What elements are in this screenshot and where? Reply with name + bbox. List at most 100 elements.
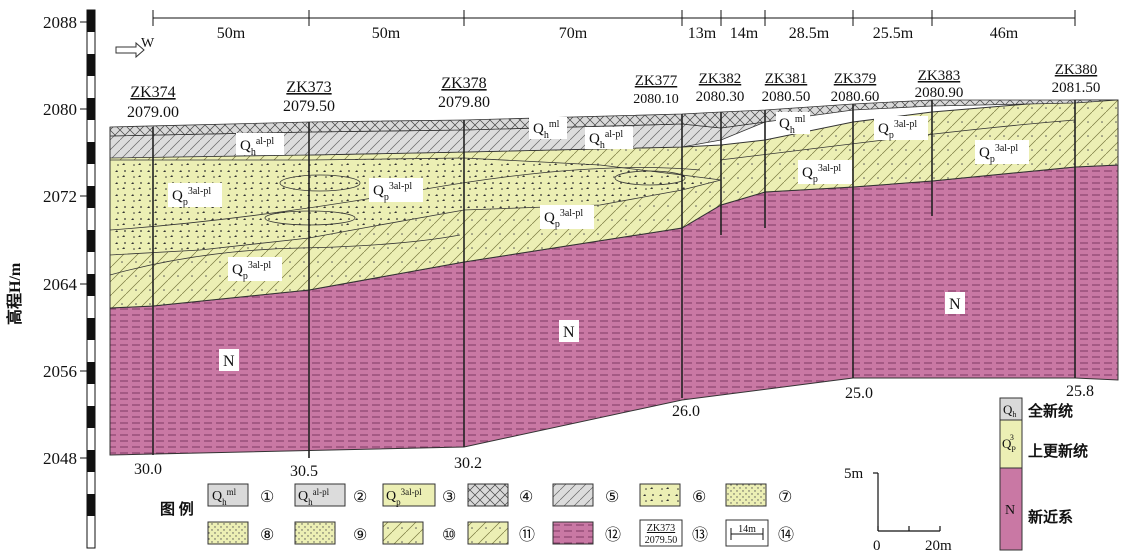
- label-qp3-2: Qp3al-pl: [369, 178, 423, 203]
- borehole-elevation: 2079.50: [283, 98, 335, 115]
- y-tick-2056: 2056: [43, 362, 77, 381]
- borehole-depth: 30.5: [290, 463, 318, 480]
- label-n-2: N: [559, 320, 579, 342]
- strat-key: Qh 全新统 QP3 上更新统 N 新近系: [999, 397, 1088, 551]
- svg-text:N: N: [223, 353, 235, 370]
- borehole-id: ZK381: [765, 71, 808, 87]
- legend: 图 例 Qhml ① Qhal-pl ② Qp3al-pl ③ ④ ⑤ ⑥: [160, 483, 794, 547]
- svg-text:Qp3al-pl: Qp3al-pl: [386, 487, 422, 507]
- borehole-depth: 25.0: [845, 385, 873, 402]
- spacing-label: 50m: [372, 25, 401, 42]
- label-qhml-2: Qhml: [776, 112, 810, 136]
- label-qp3-3: Qp3al-pl: [540, 205, 594, 230]
- legend-item-13: ZK373 2079.50 ⑬: [639, 519, 708, 547]
- svg-text:Qhal-pl: Qhal-pl: [240, 136, 274, 158]
- strat-key-label: 全新统: [1027, 402, 1073, 420]
- svg-text:Qp3al-pl: Qp3al-pl: [373, 181, 412, 203]
- spacing-label: 13m: [688, 25, 717, 42]
- borehole-id: ZK378: [441, 75, 486, 92]
- borehole-lines: [152, 100, 1076, 458]
- borehole-header: ZK383 2080.90: [915, 68, 964, 101]
- strat-key-label: 新近系: [1028, 508, 1073, 526]
- legend-item-9: ⑨: [294, 521, 367, 545]
- svg-text:⑨: ⑨: [353, 527, 367, 544]
- label-qp3-5: Qp3al-pl: [798, 160, 852, 185]
- borehole-elevation: 2080.90: [915, 85, 964, 101]
- borehole-id: ZK373: [286, 79, 331, 96]
- legend-title: 图 例: [160, 500, 194, 518]
- borehole-header: ZK374 2079.00: [127, 84, 179, 121]
- legend-item-12: ⑫: [552, 521, 621, 545]
- label-n-1: N: [219, 349, 239, 371]
- svg-text:14m: 14m: [738, 524, 756, 535]
- borehole-header: ZK381 2080.50: [762, 71, 811, 105]
- svg-text:⑪: ⑪: [519, 526, 535, 544]
- svg-text:Qhal-pl: Qhal-pl: [589, 129, 623, 151]
- borehole-elevation: 2081.50: [1052, 80, 1101, 96]
- borehole-depth: 25.8: [1066, 383, 1094, 400]
- direction-label: W: [141, 36, 155, 51]
- svg-text:⑤: ⑤: [605, 489, 619, 506]
- legend-item-4: ④: [467, 483, 533, 507]
- borehole-elevation: 2080.30: [696, 89, 745, 105]
- scale-horizontal-end: 20m: [925, 538, 952, 554]
- svg-text:ZK373: ZK373: [647, 523, 675, 534]
- borehole-id: ZK382: [699, 71, 742, 87]
- svg-text:N: N: [563, 324, 575, 341]
- spacing-label: 50m: [217, 25, 246, 42]
- borehole-id: ZK377: [635, 73, 678, 89]
- svg-text:⑥: ⑥: [692, 489, 706, 506]
- y-axis-title: 高程H/m: [5, 262, 24, 325]
- svg-text:④: ④: [519, 489, 533, 506]
- borehole-header: ZK378 2079.80: [438, 75, 490, 111]
- borehole-header: ZK377 2080.10: [633, 73, 679, 107]
- spacing-label: 28.5m: [789, 25, 830, 42]
- legend-item-8: ⑧: [207, 521, 274, 545]
- label-qhml-1: Qhml: [529, 117, 567, 141]
- borehole-elevation: 2079.00: [127, 104, 179, 121]
- svg-text:⑦: ⑦: [778, 489, 792, 506]
- borehole-header: ZK382 2080.30: [696, 71, 745, 105]
- svg-text:2079.50: 2079.50: [645, 535, 678, 546]
- spacing-label: 25.5m: [873, 25, 914, 42]
- strat-key-symbol: QP3: [1002, 433, 1016, 454]
- spacing-label: 70m: [559, 25, 588, 42]
- y-tick-2048: 2048: [43, 449, 77, 468]
- label-n-3: N: [945, 292, 965, 314]
- svg-text:Qp3al-pl: Qp3al-pl: [979, 143, 1018, 165]
- scale-horizontal-start: 0: [873, 538, 881, 554]
- y-tick-2064: 2064: [43, 275, 78, 294]
- layer-holocene-fill: [109, 99, 1119, 137]
- layer-pleistocene-gravel: [109, 157, 722, 256]
- svg-text:N: N: [949, 296, 961, 313]
- spacing-label: 14m: [730, 25, 759, 42]
- borehole-id: ZK380: [1055, 62, 1098, 78]
- elevation-axis: 2088 2080 2072 2064 2056 2048 高程H/m: [5, 9, 96, 549]
- spacing-dimension-line: [152, 10, 1076, 26]
- label-qhal-2: Qhal-pl: [585, 127, 633, 151]
- svg-text:Qp3al-pl: Qp3al-pl: [878, 119, 917, 141]
- borehole-header: ZK379 2080.60: [831, 71, 880, 105]
- borehole-elevation: 2079.80: [438, 94, 490, 111]
- svg-text:②: ②: [353, 489, 367, 506]
- borehole-elevation: 2080.60: [831, 89, 880, 105]
- spacing-label: 46m: [990, 25, 1019, 42]
- legend-item-7: ⑦: [725, 483, 792, 507]
- strat-key-label: 上更新统: [1028, 442, 1088, 460]
- svg-text:Qhml: Qhml: [212, 487, 237, 507]
- y-tick-2072: 2072: [43, 187, 77, 206]
- legend-item-11: ⑪: [467, 521, 535, 545]
- svg-text:Qhml: Qhml: [779, 114, 806, 136]
- svg-text:⑩: ⑩: [442, 527, 456, 544]
- label-qp3-6: Qp3al-pl: [874, 116, 928, 141]
- borehole-depth: 26.0: [672, 403, 700, 420]
- y-tick-2080: 2080: [43, 100, 77, 119]
- svg-text:Qp3al-pl: Qp3al-pl: [802, 163, 841, 185]
- legend-item-5: ⑤: [552, 483, 619, 507]
- label-qhal-1: Qhal-pl: [236, 133, 284, 158]
- svg-text:Qp3al-pl: Qp3al-pl: [172, 186, 211, 208]
- borehole-elevation: 2080.10: [633, 92, 679, 107]
- svg-text:⑭: ⑭: [778, 526, 794, 544]
- svg-text:Qhml: Qhml: [533, 119, 560, 141]
- scale-vertical-label: 5m: [844, 466, 864, 482]
